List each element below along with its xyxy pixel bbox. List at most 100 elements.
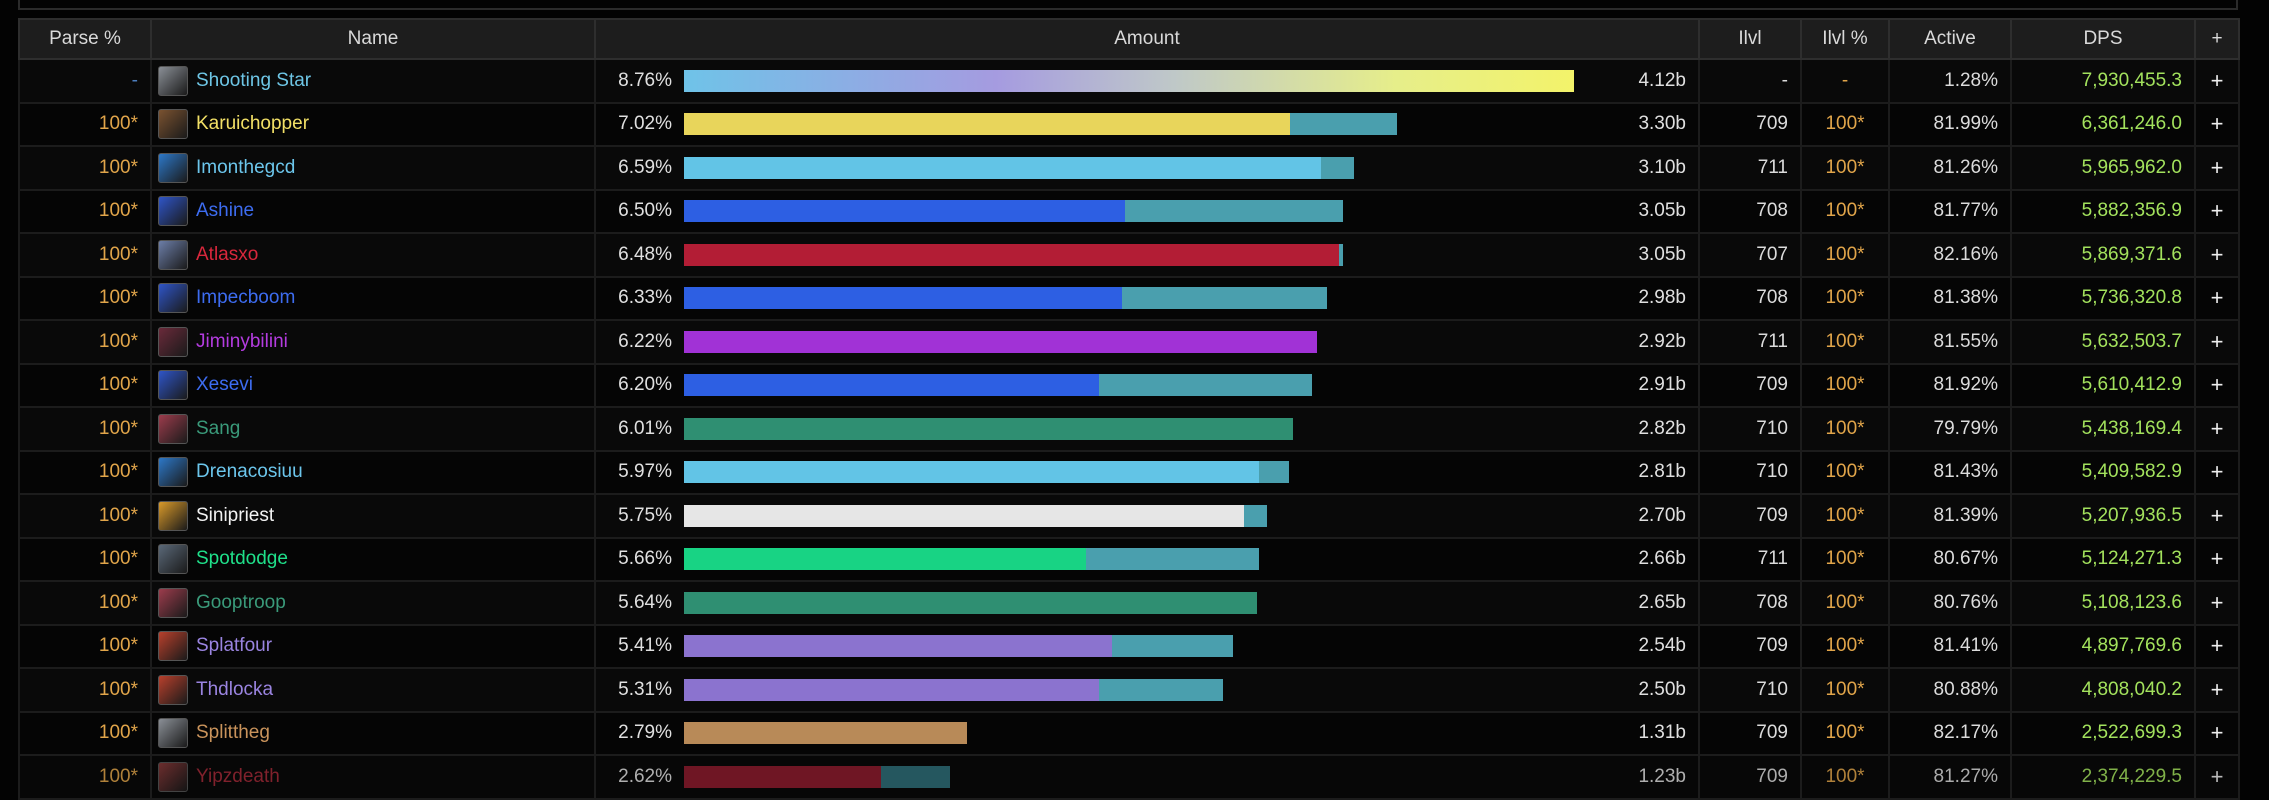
table-row[interactable]: 100* Jiminybilini 6.22% 2.92b 711 100* 81.55% 5… — [18, 319, 2240, 365]
table-row[interactable]: 100* Thdlocka 5.31% 2.50b 710 100* 80.88% 4,808… — [18, 667, 2240, 713]
parse-percent: 100* — [18, 362, 152, 408]
player-name-cell[interactable]: Gooptroop — [150, 580, 596, 626]
active-percent: 81.39% — [1888, 493, 2012, 539]
player-name-cell[interactable]: Impecboom — [150, 275, 596, 321]
expand-row-button[interactable]: + — [2194, 188, 2240, 234]
header-plus[interactable]: + — [2194, 18, 2240, 60]
expand-row-button[interactable]: + — [2194, 145, 2240, 191]
expand-row-button[interactable]: + — [2194, 319, 2240, 365]
header-amount[interactable]: Amount — [594, 18, 1700, 60]
header-ilvl[interactable]: Ilvl — [1698, 18, 1802, 60]
expand-row-button[interactable]: + — [2194, 58, 2240, 104]
player-name-cell[interactable]: Sinipriest — [150, 493, 596, 539]
amount-bar-track — [684, 330, 1574, 353]
table-row[interactable]: 100* Drenacosiuu 5.97% 2.81b 710 100* 81.43% 5,… — [18, 449, 2240, 495]
expand-row-button[interactable]: + — [2194, 449, 2240, 495]
table-row[interactable]: 100* Impecboom 6.33% 2.98b 708 100* 81.38% 5,73… — [18, 275, 2240, 321]
table-row[interactable]: 100* Karuichopper 7.02% 3.30b 709 100* 81.99% 6… — [18, 101, 2240, 147]
player-name[interactable]: Sinipriest — [196, 504, 275, 526]
player-name[interactable]: Atlasxo — [196, 243, 259, 265]
player-name-cell[interactable]: Drenacosiuu — [150, 449, 596, 495]
parse-percent: 100* — [18, 754, 152, 800]
amount-cell: 5.66% 2.66b — [594, 536, 1700, 582]
expand-row-button[interactable]: + — [2194, 101, 2240, 147]
player-name-cell[interactable]: Thdlocka — [150, 667, 596, 713]
amount-bar-primary — [684, 287, 1122, 310]
player-name-cell[interactable]: Xesevi — [150, 362, 596, 408]
amount-percent: 6.22% — [618, 330, 672, 352]
expand-row-button[interactable]: + — [2194, 754, 2240, 800]
player-name[interactable]: Shooting Star — [196, 69, 312, 91]
expand-row-button[interactable]: + — [2194, 493, 2240, 539]
table-row[interactable]: 100* Atlasxo 6.48% 3.05b 707 100* 82.16% 5,869,… — [18, 232, 2240, 278]
player-name[interactable]: Yipzdeath — [196, 765, 280, 787]
table-row[interactable]: 100* Sang 6.01% 2.82b 710 100* 79.79% 5,438,169… — [18, 406, 2240, 452]
table-row[interactable]: - Shooting Star 8.76% 4.12b - -1.28% 7,930,455… — [18, 58, 2240, 104]
table-row[interactable]: 100* Gooptroop 5.64% 2.65b 708 100* 80.76% 5,10… — [18, 580, 2240, 626]
player-name[interactable]: Thdlocka — [196, 678, 274, 700]
header-dps[interactable]: DPS — [2010, 18, 2196, 60]
item-level: 708 — [1698, 275, 1802, 321]
expand-row-button[interactable]: + — [2194, 580, 2240, 626]
player-name-cell[interactable]: Spotdodge — [150, 536, 596, 582]
header-ilvl-percent[interactable]: Ilvl % — [1800, 18, 1890, 60]
expand-row-button[interactable]: + — [2194, 232, 2240, 278]
table-row[interactable]: 100* Sinipriest 5.75% 2.70b 709 100* 81.39% 5,2… — [18, 493, 2240, 539]
header-parse[interactable]: Parse % — [18, 18, 152, 60]
player-name[interactable]: Gooptroop — [196, 591, 286, 613]
player-name-cell[interactable]: Karuichopper — [150, 101, 596, 147]
player-name-cell[interactable]: Shooting Star — [150, 58, 596, 104]
table-row[interactable]: 100* Imonthegcd 6.59% 3.10b 711 100* 81.26% 5,9… — [18, 145, 2240, 191]
player-name[interactable]: Imonthegcd — [196, 156, 296, 178]
player-name-cell[interactable]: Yipzdeath — [150, 754, 596, 800]
player-name-cell[interactable]: Sang — [150, 406, 596, 452]
amount-bar-secondary — [1121, 287, 1328, 310]
expand-row-button[interactable]: + — [2194, 536, 2240, 582]
amount-total: 3.05b — [1638, 243, 1686, 265]
player-name-cell[interactable]: Splittheg — [150, 710, 596, 756]
player-name[interactable]: Drenacosiuu — [196, 461, 303, 483]
player-name[interactable]: Splittheg — [196, 722, 270, 744]
class-spec-icon — [158, 239, 188, 270]
player-name[interactable]: Sang — [196, 417, 241, 439]
item-level-percent: 100* — [1800, 449, 1890, 495]
player-name-cell[interactable]: Imonthegcd — [150, 145, 596, 191]
expand-row-button[interactable]: + — [2194, 710, 2240, 756]
amount-bar-primary — [684, 591, 1258, 614]
player-name[interactable]: Spotdodge — [196, 548, 288, 570]
item-level-percent: 100* — [1800, 275, 1890, 321]
header-name[interactable]: Name — [150, 18, 596, 60]
player-name[interactable]: Karuichopper — [196, 113, 310, 135]
item-level: 711 — [1698, 536, 1802, 582]
item-level-percent: 100* — [1800, 188, 1890, 234]
player-name[interactable]: Jiminybilini — [196, 330, 288, 352]
player-name[interactable]: Impecboom — [196, 287, 296, 309]
table-row[interactable]: 100* Yipzdeath 2.62% 1.23b 709 100* 81.27% 2,37… — [18, 754, 2240, 800]
table-row[interactable]: 100* Splatfour 5.41% 2.54b 709 100* 81.41% 4,89… — [18, 623, 2240, 669]
amount-bar-secondary — [1086, 548, 1259, 571]
player-name[interactable]: Ashine — [196, 200, 255, 222]
amount-percent: 2.62% — [618, 765, 672, 787]
amount-cell: 6.59% 3.10b — [594, 145, 1700, 191]
amount-bar-primary — [684, 200, 1126, 223]
player-name-cell[interactable]: Atlasxo — [150, 232, 596, 278]
expand-row-button[interactable]: + — [2194, 362, 2240, 408]
player-name-cell[interactable]: Jiminybilini — [150, 319, 596, 365]
expand-row-button[interactable]: + — [2194, 667, 2240, 713]
player-name-cell[interactable]: Splatfour — [150, 623, 596, 669]
player-name[interactable]: Xesevi — [196, 374, 254, 396]
header-active[interactable]: Active — [1888, 18, 2012, 60]
table-row[interactable]: 100* Spotdodge 5.66% 2.66b 711 100* 80.67% 5,12… — [18, 536, 2240, 582]
expand-row-button[interactable]: + — [2194, 275, 2240, 321]
amount-bar-track — [684, 243, 1574, 266]
amount-total: 2.70b — [1638, 504, 1686, 526]
expand-row-button[interactable]: + — [2194, 623, 2240, 669]
expand-row-button[interactable]: + — [2194, 406, 2240, 452]
table-row[interactable]: 100* Splittheg 2.79% 1.31b 709 100* 82.17% 2,52… — [18, 710, 2240, 756]
table-row[interactable]: 100* Xesevi 6.20% 2.91b 709 100* 81.92% 5,610,4… — [18, 362, 2240, 408]
amount-bar — [684, 287, 1328, 310]
player-name[interactable]: Splatfour — [196, 635, 273, 657]
table-row[interactable]: 100* Ashine 6.50% 3.05b 708 100* 81.77% 5,882,3… — [18, 188, 2240, 234]
amount-bar-primary — [684, 635, 1113, 658]
player-name-cell[interactable]: Ashine — [150, 188, 596, 234]
